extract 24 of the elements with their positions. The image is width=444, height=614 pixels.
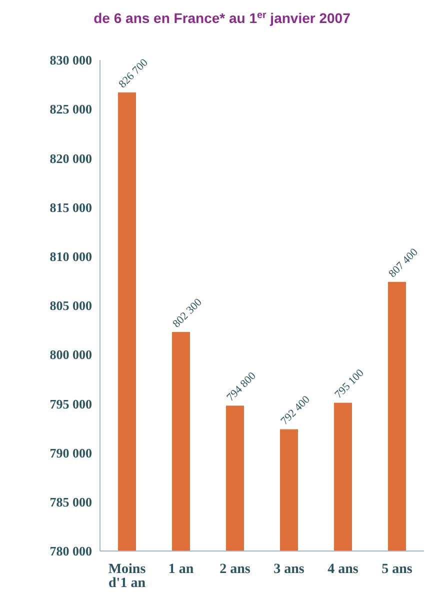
data-label: 826 700 [116, 56, 151, 91]
data-label: 802 300 [170, 296, 205, 330]
y-tick-label: 800 000 [50, 347, 92, 362]
data-label: 792 400 [278, 393, 313, 428]
data-label: 794 800 [224, 370, 259, 404]
y-tick-label: 795 000 [50, 396, 92, 412]
y-tick-label: 815 000 [50, 200, 92, 215]
y-tick-label: 785 000 [50, 494, 92, 510]
y-tick-label: 780 000 [50, 544, 92, 559]
x-tick-label: 4 ans [328, 562, 359, 577]
y-tick-label: 820 000 [50, 150, 92, 166]
data-label: 795 100 [332, 366, 367, 401]
x-tick-label: 5 ans [382, 562, 413, 577]
y-tick-label: 830 000 [50, 52, 92, 68]
data-label: 807 400 [386, 246, 421, 280]
x-tick-label: 1 an [168, 562, 194, 577]
x-tick-label: 2 ans [220, 562, 251, 577]
y-tick-label: 810 000 [50, 249, 92, 264]
y-tick-label: 790 000 [50, 445, 92, 460]
x-tick-label: Moins d'1 an [108, 562, 146, 591]
y-tick-label: 805 000 [50, 298, 92, 314]
chart-title: de 6 ans en France* au 1$^{er}$ janvier 2007 [94, 10, 351, 26]
y-tick-label: 825 000 [50, 102, 92, 117]
x-tick-label: 3 ans [274, 562, 305, 577]
